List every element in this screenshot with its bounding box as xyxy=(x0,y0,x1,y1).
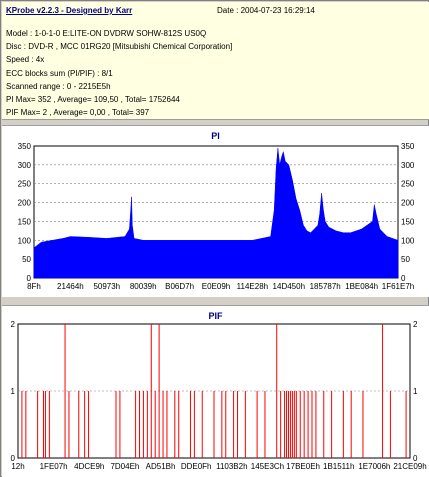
pi-series-area xyxy=(33,147,399,279)
pif-chart: 0 0 1 1 2 2 12h 1FE07h 4DCE9h 7D04Eh AD51Bh DDE0Fh 1… xyxy=(11,320,427,471)
x-tick-label: 50973h xyxy=(93,282,120,291)
y-tick-label-left: 100 xyxy=(18,236,32,245)
x-tick-label: 17BE0Eh xyxy=(286,462,320,471)
pi-chart-panel: PI 0 0 50 50 100 100 150 150 200 200 250 250 300 300 3… xyxy=(2,125,429,297)
y-tick-label-right: 300 xyxy=(401,161,415,170)
y-tick-label-right: 250 xyxy=(401,180,415,189)
y-tick-label-left: 50 xyxy=(22,255,31,264)
disc-info: Disc : DVD-R , MCC 01RG20 [Mitsubishi Ch… xyxy=(6,42,233,51)
x-tick-label: 21464h xyxy=(57,282,84,291)
y-tick-label-left: 200 xyxy=(18,199,32,208)
pi-chart-title: PI xyxy=(211,131,220,141)
x-tick-label: 1FE07h xyxy=(40,462,68,471)
y-tick-label-right: 100 xyxy=(401,236,415,245)
x-tick-label: AD51Bh xyxy=(146,462,176,471)
x-tick-label: 185787h xyxy=(310,282,341,291)
x-tick-label: 21CE09h xyxy=(393,462,426,471)
y-tick-label-left: 250 xyxy=(18,180,32,189)
y-tick-label-right: 350 xyxy=(401,142,415,151)
y-tick-label-right: 200 xyxy=(401,199,415,208)
x-tick-label: 145E3Ch xyxy=(251,462,284,471)
y-tick-label-right: 0 xyxy=(401,274,406,283)
scanned-range: Scanned range : 0 - 2215E5h xyxy=(6,82,111,91)
x-tick-label: 1B1511h xyxy=(323,462,354,471)
x-tick-label: 114E28h xyxy=(237,282,268,291)
y-tick-label-left: 2 xyxy=(11,320,16,329)
x-tick-label: 1BE084h xyxy=(345,282,378,291)
y-tick-label-right: 150 xyxy=(401,217,415,226)
y-tick-label-left: 300 xyxy=(18,161,32,170)
drive-model: Model : 1-0-1-0 E:LITE-ON DVDRW SOHW-812… xyxy=(6,29,207,38)
speed-info: Speed : 4x xyxy=(6,55,45,64)
x-tick-label: 1F61E7h xyxy=(382,282,414,291)
x-tick-label: DDE0Fh xyxy=(181,462,212,471)
x-tick-label: 7D04Eh xyxy=(110,462,139,471)
y-tick-label-left: 1 xyxy=(11,387,16,396)
pi-chart: 0 0 50 50 100 100 150 150 200 200 250 250 300 300 350 3… xyxy=(18,142,415,291)
x-tick-label: 12h xyxy=(11,462,24,471)
y-tick-label-left: 350 xyxy=(18,142,32,151)
pi-summary: PI Max= 352 , Average= 109,50 , Total= 1… xyxy=(6,95,180,104)
app-title: KProbe v2.2.3 - Designed by Karr xyxy=(6,6,133,15)
ecc-info: ECC blocks sum (PI/PIF) : 8/1 xyxy=(6,69,113,78)
y-tick-label-right: 1 xyxy=(413,387,418,396)
x-tick-label: 80039h xyxy=(130,282,157,291)
y-tick-label-left: 0 xyxy=(27,274,32,283)
scan-date: Date : 2004-07-23 16:29:14 xyxy=(217,6,315,15)
x-tick-label: E0E09h xyxy=(202,282,230,291)
y-tick-label-right: 50 xyxy=(401,255,410,264)
y-tick-label-right: 0 xyxy=(413,454,418,463)
y-tick-label-left: 150 xyxy=(18,217,32,226)
x-tick-label: B06D7h xyxy=(165,282,194,291)
y-tick-label-left: 0 xyxy=(11,454,16,463)
x-tick-label: 14D450h xyxy=(273,282,305,291)
scan-info-panel: KProbe v2.2.3 - Designed by Karr Date : … xyxy=(2,2,429,120)
pif-summary: PIF Max= 2 , Average= 0,00 , Total= 397 xyxy=(6,108,150,117)
x-tick-label: 8Fh xyxy=(27,282,41,291)
x-tick-label: 4DCE9h xyxy=(74,462,104,471)
y-tick-label-right: 2 xyxy=(413,320,418,329)
x-tick-label: 1E7006h xyxy=(358,462,390,471)
pif-chart-title: PIF xyxy=(208,311,223,321)
x-tick-label: 1103B2h xyxy=(216,462,247,471)
pif-chart-panel: PIF 0 0 1 1 2 2 12h 1FE07h 4DCE9h 7D04Eh AD51Bh DDE… xyxy=(2,305,429,477)
